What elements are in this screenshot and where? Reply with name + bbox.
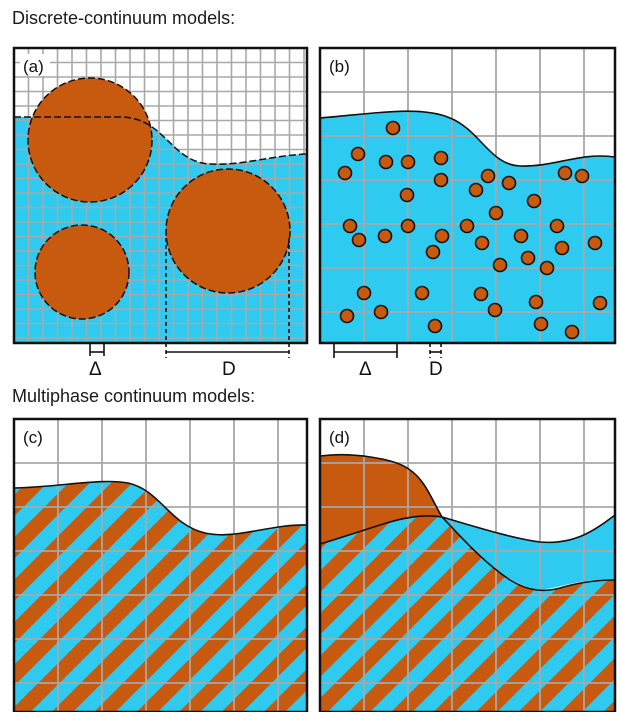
small-particles xyxy=(337,120,608,340)
particle-surface xyxy=(320,453,615,544)
fluid-region xyxy=(442,515,615,590)
small-particle xyxy=(356,285,372,301)
panel-d: (d) xyxy=(318,417,617,712)
small-particle xyxy=(378,154,394,170)
dimension-delta-b xyxy=(333,343,398,358)
small-particle xyxy=(399,187,415,203)
large-particle xyxy=(165,168,291,294)
small-particle xyxy=(592,295,608,311)
small-particle xyxy=(400,218,416,234)
small-particle xyxy=(520,250,536,266)
multiphase-models-title: Multiphase continuum models: xyxy=(12,386,256,406)
free-surface xyxy=(14,480,307,536)
small-particle xyxy=(434,228,450,244)
panel-label-a: (a) xyxy=(23,57,44,76)
free-surface xyxy=(14,116,307,165)
dimension-d-a xyxy=(165,238,290,358)
small-particle xyxy=(351,232,367,248)
small-particle xyxy=(400,154,416,170)
mixture-region xyxy=(320,515,615,712)
small-particle xyxy=(480,168,496,184)
small-particle xyxy=(459,218,475,234)
d-label-b: D xyxy=(429,359,443,380)
panel-a: (a) Δ D xyxy=(12,46,309,380)
small-particle xyxy=(492,257,508,273)
large-particle xyxy=(27,77,153,203)
small-particle xyxy=(433,172,449,188)
small-particle xyxy=(487,302,503,318)
small-particle xyxy=(425,244,441,260)
small-particle xyxy=(557,165,573,181)
small-particle xyxy=(342,218,358,234)
small-particle xyxy=(574,168,590,184)
small-particle xyxy=(433,150,449,166)
small-particle xyxy=(427,318,443,334)
panel-label-d: (d) xyxy=(329,428,350,447)
panel-frame xyxy=(12,46,309,345)
large-particle xyxy=(34,224,130,320)
dimension-d-b xyxy=(429,343,442,358)
small-particle xyxy=(385,120,401,136)
small-particle xyxy=(554,240,570,256)
d-label-a: D xyxy=(222,359,236,380)
discrete-models-title: Discrete-continuum models: xyxy=(12,8,236,28)
mixture-interface xyxy=(320,515,615,592)
dimension-delta-a xyxy=(89,343,105,356)
coarse-grid xyxy=(14,419,307,712)
small-particle xyxy=(539,260,555,276)
delta-label-a: Δ xyxy=(89,359,102,380)
small-particle xyxy=(549,218,565,234)
small-particle xyxy=(528,294,544,310)
small-particle xyxy=(513,228,529,244)
small-particle xyxy=(377,228,393,244)
small-particle xyxy=(337,165,353,181)
panel-label-b: (b) xyxy=(329,57,350,76)
panel-frame xyxy=(318,417,617,712)
panel-label-c: (c) xyxy=(23,428,43,447)
panel-b: (b) Δ D xyxy=(318,46,617,380)
particle-bed-region xyxy=(320,454,442,544)
small-particle xyxy=(414,285,430,301)
small-particle xyxy=(474,235,490,251)
small-particle xyxy=(468,182,484,198)
small-particle xyxy=(587,235,603,251)
panel-frame xyxy=(12,417,309,712)
small-particle xyxy=(373,304,389,320)
small-particle xyxy=(533,316,549,332)
free-surface xyxy=(320,110,615,167)
small-particle xyxy=(564,324,580,340)
small-particle xyxy=(350,146,366,162)
small-particle xyxy=(488,205,504,221)
small-particle xyxy=(526,193,542,209)
coarse-grid xyxy=(320,419,615,712)
panel-c: (c) xyxy=(12,417,309,712)
small-particle xyxy=(501,175,517,191)
panel-frame xyxy=(318,46,617,345)
small-particle xyxy=(339,308,355,324)
delta-label-b: Δ xyxy=(359,359,372,380)
small-particle xyxy=(473,286,489,302)
